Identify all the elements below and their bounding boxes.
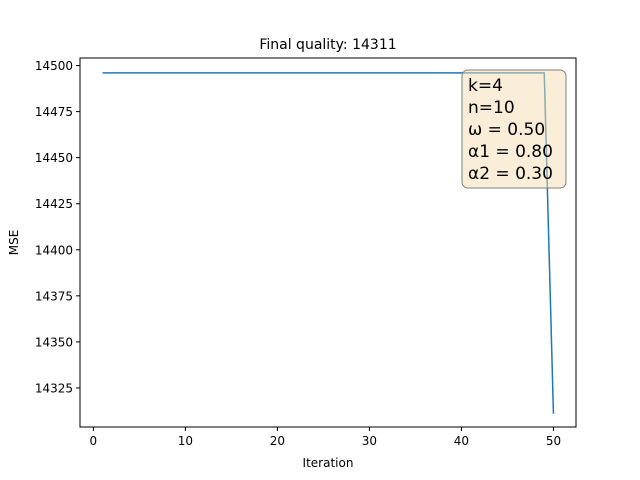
chart-title: Final quality: 14311 — [259, 37, 396, 53]
x-axis-label: Iteration — [303, 456, 354, 470]
axis-ticks: 0 10 20 30 40 50 14325 14350 14375 14400 14425 1445… — [35, 59, 561, 448]
y-axis-label: MSE — [7, 230, 21, 256]
y-tick-label: 14400 — [35, 243, 73, 257]
annotation-line: n=10 — [468, 98, 515, 118]
y-tick-label: 14325 — [35, 381, 73, 395]
x-tick-label: 10 — [178, 434, 193, 448]
x-tick-label: 20 — [270, 434, 285, 448]
annotation-box — [461, 69, 567, 189]
annotation-line: k=4 — [468, 76, 503, 96]
annotation-line: α1 = 0.80 — [468, 142, 553, 162]
y-tick-label: 14500 — [35, 59, 73, 73]
y-tick-label: 14375 — [35, 289, 73, 303]
x-tick-label: 40 — [454, 434, 469, 448]
annotation-line: ω = 0.50 — [468, 120, 545, 140]
y-tick-label: 14475 — [35, 105, 73, 119]
y-tick-label: 14450 — [35, 151, 73, 165]
annotation-line: α2 = 0.30 — [468, 164, 553, 184]
x-tick-label: 0 — [90, 434, 98, 448]
x-tick-label: 50 — [546, 434, 561, 448]
x-tick-label: 30 — [362, 434, 377, 448]
y-tick-label: 14425 — [35, 197, 73, 211]
plot-frame — [79, 57, 577, 428]
y-tick-label: 14350 — [35, 335, 73, 349]
